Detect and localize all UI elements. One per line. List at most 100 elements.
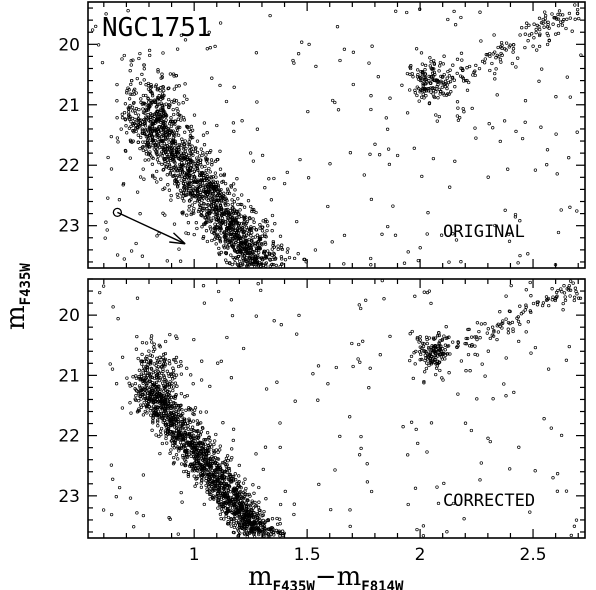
star-point: [146, 81, 151, 86]
star-point: [435, 84, 439, 89]
star-point: [551, 22, 555, 26]
star-point: [108, 362, 112, 366]
star-point: [258, 243, 262, 247]
star-point: [143, 132, 147, 136]
star-point: [141, 413, 146, 417]
star-point: [227, 237, 231, 241]
star-point: [516, 56, 520, 60]
star-point: [456, 106, 460, 110]
star-point: [202, 466, 206, 471]
star-point: [234, 511, 239, 515]
star-point: [120, 57, 124, 61]
star-point: [170, 141, 174, 145]
star-point: [145, 366, 150, 370]
star-point: [253, 241, 258, 245]
star-point: [514, 65, 518, 69]
star-point: [172, 401, 176, 405]
star-point: [111, 477, 115, 481]
star-point: [161, 362, 166, 366]
star-point: [135, 511, 139, 515]
star-point: [499, 60, 503, 64]
star-point: [175, 126, 179, 130]
star-point: [208, 219, 213, 224]
star-point: [367, 61, 371, 65]
star-point: [156, 420, 160, 424]
star-point: [234, 518, 238, 523]
star-point: [230, 212, 234, 217]
star-point: [162, 167, 166, 172]
star-point: [418, 78, 423, 83]
star-point: [164, 113, 169, 118]
star-point: [161, 211, 165, 215]
star-point: [448, 185, 452, 189]
star-point: [338, 434, 342, 439]
star-point: [141, 122, 145, 127]
star-point: [145, 374, 150, 378]
star-point: [147, 152, 151, 157]
star-point: [418, 335, 422, 339]
star-point: [230, 511, 234, 515]
star-point: [142, 373, 146, 378]
star-point: [165, 441, 169, 445]
star-point: [439, 81, 443, 85]
star-point: [462, 517, 466, 521]
star-point: [348, 151, 353, 155]
star-point: [125, 91, 129, 95]
star-point: [207, 212, 211, 216]
star-point: [221, 421, 225, 425]
star-point: [492, 328, 496, 333]
star-point: [559, 287, 563, 291]
star-point: [213, 171, 218, 175]
star-point: [172, 146, 177, 150]
star-point: [441, 62, 445, 66]
star-point: [169, 374, 174, 378]
star-point: [518, 33, 522, 37]
star-point: [158, 125, 162, 129]
star-point: [127, 126, 132, 130]
star-point: [250, 209, 254, 214]
star-point: [215, 158, 219, 162]
star-point: [137, 399, 141, 403]
star-point: [226, 459, 230, 463]
star-point: [465, 78, 469, 83]
star-point: [255, 512, 259, 516]
star-point: [171, 410, 176, 414]
star-point: [245, 247, 249, 252]
star-point: [159, 358, 163, 362]
star-point: [135, 334, 139, 339]
star-point: [573, 286, 578, 290]
star-point: [234, 478, 238, 482]
star-point: [237, 235, 242, 239]
star-point: [429, 60, 433, 64]
star-point: [216, 206, 221, 211]
star-point: [524, 303, 528, 307]
star-point: [161, 355, 165, 360]
star-point: [207, 215, 211, 220]
star-point: [172, 446, 176, 450]
star-point: [218, 21, 223, 25]
star-point: [511, 47, 516, 51]
star-point: [197, 170, 202, 175]
star-point: [380, 232, 384, 236]
star-point: [488, 54, 492, 59]
star-point: [147, 48, 152, 53]
star-point: [198, 191, 203, 195]
star-point: [257, 532, 261, 537]
star-point: [181, 182, 186, 186]
star-point: [213, 468, 217, 472]
star-point: [279, 255, 284, 259]
star-point: [119, 127, 123, 131]
star-point: [205, 452, 209, 456]
star-point: [166, 183, 170, 187]
star-point: [228, 240, 233, 244]
star-point: [333, 468, 337, 472]
star-point: [261, 467, 265, 472]
star-point: [496, 330, 501, 334]
star-point: [176, 433, 181, 437]
star-point: [225, 335, 229, 340]
star-point: [150, 428, 154, 432]
star-point: [164, 393, 169, 397]
star-point: [227, 522, 231, 526]
star-point: [490, 325, 495, 329]
star-point: [492, 330, 496, 334]
